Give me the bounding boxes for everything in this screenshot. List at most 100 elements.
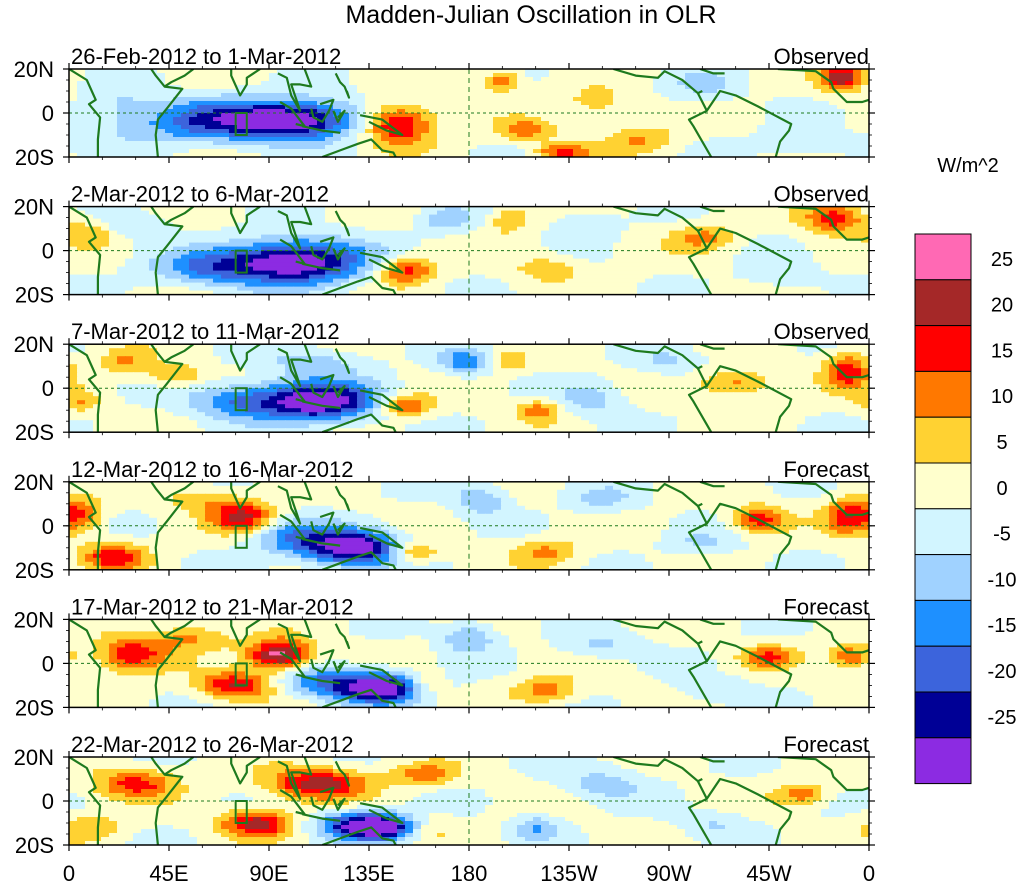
olr-cell [805,93,814,98]
olr-cell [861,121,869,126]
olr-cell [269,85,278,90]
olr-cell [709,254,718,260]
olr-cell [109,230,118,236]
olr-cell [829,254,838,260]
olr-cell [189,286,198,292]
olr-cell [605,226,614,232]
olr-cell [845,270,854,276]
olr-cell [821,97,830,102]
olr-cell [181,238,190,244]
olr-cell [533,290,542,295]
olr-cell [437,101,446,106]
olr-cell [645,206,654,212]
olr-cell [85,129,94,134]
olr-cell [493,352,502,357]
olr-cell [149,254,158,260]
olr-cell [333,129,342,134]
olr-cell [325,97,334,102]
olr-cell [133,141,142,146]
olr-cell [301,278,310,284]
olr-cell [405,133,414,138]
coastline [150,206,184,295]
olr-cell [405,250,414,256]
olr-cell [429,89,438,94]
olr-cell [485,73,494,78]
olr-cell [101,89,110,94]
olr-cell [565,218,574,224]
olr-cell [285,93,294,98]
olr-cell [413,69,422,74]
olr-cell [357,137,366,142]
olr-cell [269,352,278,357]
olr-cell [493,278,502,284]
olr-cell [605,218,614,224]
olr-cell [277,121,286,126]
olr-cell [277,77,286,82]
olr-cell [533,129,542,134]
olr-cell [261,113,270,118]
olr-cell [837,109,846,114]
olr-cell [861,348,869,353]
olr-cell [629,286,638,292]
olr-cell [461,254,470,260]
olr-cell [157,286,166,292]
olr-cell [637,133,646,138]
olr-cell [645,258,654,264]
olr-cell [805,266,814,272]
olr-cell [821,286,830,292]
olr-cell [357,73,366,78]
olr-cell [397,266,406,272]
olr-cell [709,149,718,154]
olr-cell [405,89,414,94]
olr-cell [717,258,726,264]
coastline [163,206,195,226]
olr-cell [109,250,118,256]
olr-cell [373,250,382,256]
olr-cell [685,290,694,295]
olr-cell [125,222,134,228]
olr-cell [701,290,710,295]
olr-cell [381,254,390,260]
olr-cell [573,262,582,268]
olr-cell [237,250,246,256]
olr-cell [181,97,190,102]
olr-cell [645,81,654,86]
olr-cell [501,210,510,216]
olr-cell [429,105,438,110]
olr-cell [381,234,390,240]
olr-cell [221,250,230,256]
olr-cell [381,356,390,361]
olr-cell [165,153,174,157]
olr-cell [445,226,454,232]
olr-cell [669,266,678,272]
olr-cell [117,352,126,357]
olr-cell [477,149,486,154]
olr-cell [789,274,798,280]
olr-cell [261,254,270,260]
olr-cell [709,210,718,216]
olr-cell [645,133,654,138]
olr-cell [749,344,758,349]
olr-cell [205,286,214,292]
olr-cell [757,222,766,228]
olr-cell [853,238,862,244]
olr-cell [253,101,262,106]
olr-cell [213,145,222,150]
olr-cell [101,85,110,90]
olr-cell [677,250,686,256]
olr-cell [637,214,646,220]
olr-cell [317,97,326,102]
olr-cell [85,73,94,78]
olr-cell [453,226,462,232]
olr-cell [237,73,246,78]
olr-cell [541,250,550,256]
olr-cell [757,153,766,157]
olr-cell [301,356,310,361]
olr-cell [125,352,134,357]
olr-cell [861,250,869,256]
olr-cell [245,125,254,130]
olr-cell [317,105,326,110]
olr-cell [429,242,438,248]
olr-cell [821,73,830,78]
olr-cell [757,129,766,134]
